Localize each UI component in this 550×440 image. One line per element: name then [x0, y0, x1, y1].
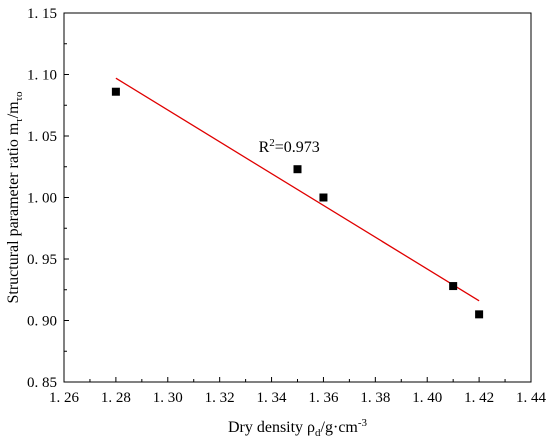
axis-ticks: 1. 26 1. 28 1. 30 1. 32 1. 34 1. 36 1. 38 1. 40… [27, 6, 547, 406]
x-tick-label: 1. 28 [101, 390, 131, 406]
x-tick-label: 1. 40 [412, 390, 442, 406]
y-axis-title: Structural parameter ratio mτ/mτo [5, 91, 25, 304]
x-tick-label: 1. 30 [153, 390, 183, 406]
data-point [293, 165, 302, 174]
r-squared-annotation: R2=0.973 [259, 137, 320, 156]
x-axis-title: Dry density ρd/g·cm-3 [228, 417, 368, 439]
x-tick-label: 1. 38 [360, 390, 390, 406]
y-tick-label: 0. 90 [27, 314, 57, 330]
fit-line-group [115, 77, 480, 302]
data-point [111, 87, 120, 96]
x-tick-label: 1. 32 [205, 390, 235, 406]
x-tick-label: 1. 36 [308, 390, 339, 406]
x-tick-label: 1. 26 [49, 390, 80, 406]
y-tick-label: 1. 10 [27, 68, 57, 84]
x-tick-label: 1. 42 [464, 390, 494, 406]
data-point [449, 282, 458, 291]
y-tick-label: 1. 05 [27, 129, 57, 145]
data-point [319, 193, 328, 202]
y-tick-label: 0. 95 [27, 252, 57, 268]
data-points [111, 87, 484, 319]
x-tick-label: 1. 34 [257, 390, 288, 406]
data-point [475, 310, 484, 319]
x-tick-label: 1. 44 [516, 390, 547, 406]
y-tick-label: 0. 85 [27, 375, 57, 391]
y-tick-label: 1. 15 [27, 6, 57, 22]
y-tick-label: 1. 00 [27, 191, 57, 207]
fit-line [115, 77, 480, 302]
